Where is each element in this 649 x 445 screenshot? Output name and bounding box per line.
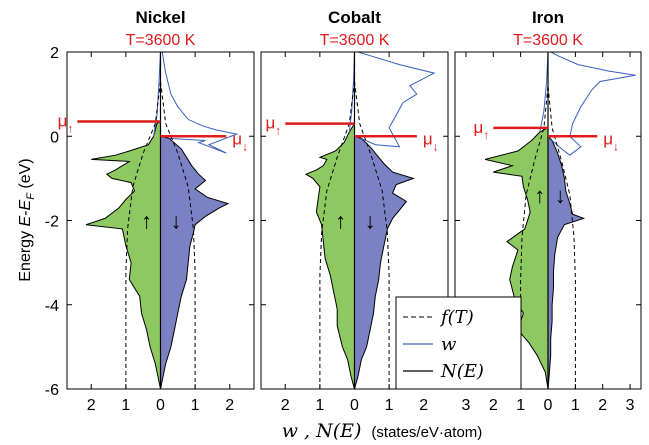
- y-tick-label: 2: [50, 45, 59, 62]
- mu-down-label: μ↓: [232, 129, 248, 153]
- spin-up-arrow: ↑: [534, 183, 545, 208]
- mu-up-label: μ↑: [58, 112, 74, 136]
- x-tick-label: 0: [544, 397, 553, 414]
- mu-down-label: μ↓: [423, 129, 439, 153]
- legend-label-f: f(T): [439, 307, 474, 328]
- fermi-curve-up: [125, 81, 161, 389]
- mu-up-label: μ↑: [473, 118, 489, 142]
- y-tick-label: -2: [45, 214, 59, 231]
- panel-title: Nickel: [135, 8, 185, 27]
- spin-down-dos-area: [160, 135, 230, 389]
- spin-up-dos-area: [85, 120, 161, 389]
- x-tick-label: 1: [516, 397, 525, 414]
- y-tick-label: -6: [45, 382, 59, 399]
- legend: f(T) w N(E): [395, 296, 522, 390]
- panel-subtitle: T=3600 K: [126, 32, 196, 49]
- w-curve-down: [161, 52, 239, 154]
- mu-up-label: μ↑: [265, 114, 281, 138]
- w-curve-up: [539, 52, 549, 133]
- x-tick-label: 2: [225, 397, 234, 414]
- panel-subtitle: T=3600 K: [513, 32, 583, 49]
- x-tick-label: 1: [385, 397, 394, 414]
- y-tick-label: 0: [50, 129, 59, 146]
- w-curve-down: [357, 52, 436, 148]
- plot-area: [304, 52, 436, 389]
- mu-up-subscript: ↑: [67, 122, 73, 136]
- mu-up-subscript: ↑: [483, 128, 489, 142]
- spin-down-dos-area: [547, 135, 586, 389]
- y-tick-label: -4: [45, 298, 59, 315]
- panel-title: Iron: [532, 8, 564, 27]
- x-tick-label: 1: [121, 397, 130, 414]
- x-tick-label: 2: [281, 397, 290, 414]
- panel-subtitle: T=3600 K: [320, 32, 390, 49]
- x-tick-label: 2: [419, 397, 428, 414]
- spin-up-dos-area: [304, 121, 355, 389]
- mu-down-subscript: ↓: [613, 139, 619, 153]
- y-axis-label: Energy E-EF (eV): [17, 158, 37, 281]
- x-tick-label: 2: [598, 397, 607, 414]
- spin-down-arrow: ↓: [365, 209, 376, 234]
- panel-iron: ↑ ↓ μ↑ μ↓ Iron T=3600 K 3 2 1 0 1 2 3: [454, 8, 642, 414]
- x-tick-label: 1: [191, 397, 200, 414]
- mu-up-subscript: ↑: [275, 124, 281, 138]
- panel-nickel: ↑ ↓ μ↑ μ↓ Nickel T=3600 K 2 1 0 1 2 -6 -4 -2 0 2: [45, 8, 255, 414]
- x-tick-label: 3: [461, 397, 470, 414]
- mu-down-subscript: ↓: [242, 139, 248, 153]
- legend-label-w: w: [441, 334, 457, 355]
- x-tick-label: 0: [350, 397, 359, 414]
- panel-title: Cobalt: [328, 8, 381, 27]
- legend-label-n: N(E): [440, 361, 484, 382]
- fermi-curve-down: [160, 81, 196, 389]
- x-axis-label: w , N(E) (states/eV·atom): [282, 420, 483, 442]
- x-tick-label: 1: [571, 397, 580, 414]
- legend-box: [395, 296, 522, 390]
- spin-down-arrow: ↓: [171, 209, 182, 234]
- x-tick-label: 2: [87, 397, 96, 414]
- x-tick-label: 2: [489, 397, 498, 414]
- x-tick-label: 3: [626, 397, 635, 414]
- spin-down-dos-area: [354, 135, 415, 389]
- spin-down-arrow: ↓: [555, 183, 566, 208]
- panel-cobalt: ↑ ↓ μ↑ μ↓ Cobalt T=3600 K 2 1 0 1 2: [260, 8, 449, 414]
- mu-down-subscript: ↓: [433, 139, 439, 153]
- mu-down-label: μ↓: [603, 129, 619, 153]
- w-curve-up: [153, 52, 161, 137]
- plot-area: [85, 52, 239, 389]
- spin-up-arrow: ↑: [335, 209, 346, 234]
- x-tick-label: 1: [315, 397, 324, 414]
- w-curve-down: [550, 52, 636, 156]
- spin-up-arrow: ↑: [141, 209, 152, 234]
- fermi-curve-down: [354, 81, 390, 389]
- x-tick-label: 0: [156, 397, 165, 414]
